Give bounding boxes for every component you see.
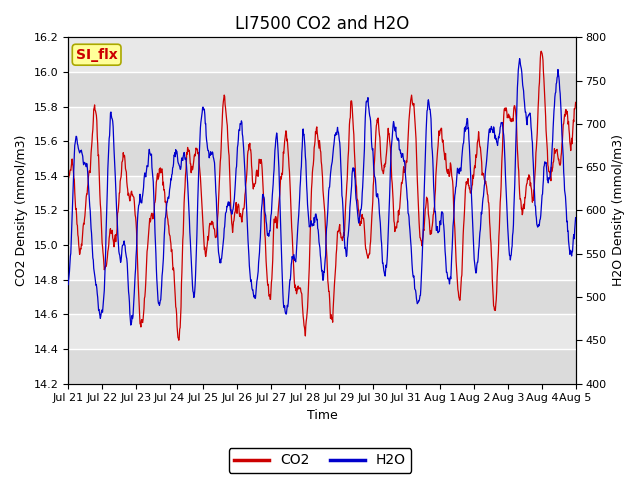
Bar xyxy=(68,141,575,176)
Bar xyxy=(68,349,575,384)
Y-axis label: H2O Density (mmol/m3): H2O Density (mmol/m3) xyxy=(612,134,625,287)
Text: SI_flx: SI_flx xyxy=(76,48,118,62)
Bar xyxy=(68,210,575,245)
Title: LI7500 CO2 and H2O: LI7500 CO2 and H2O xyxy=(235,15,409,33)
Y-axis label: CO2 Density (mmol/m3): CO2 Density (mmol/m3) xyxy=(15,135,28,286)
X-axis label: Time: Time xyxy=(307,409,337,422)
Legend: CO2, H2O: CO2, H2O xyxy=(228,448,412,473)
Bar xyxy=(68,72,575,107)
Bar xyxy=(68,280,575,314)
